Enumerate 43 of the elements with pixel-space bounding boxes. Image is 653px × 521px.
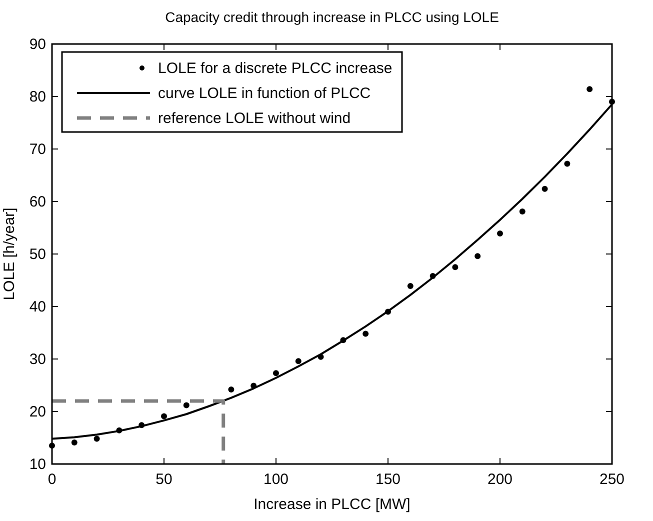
y-tick-label: 30: [29, 351, 46, 368]
point: [250, 382, 257, 389]
y-tick-label: 80: [29, 88, 46, 106]
point: [94, 436, 100, 442]
y-tick-label: 40: [29, 298, 46, 316]
x-tick-label: 100: [263, 471, 289, 488]
point: [564, 160, 570, 167]
point: [430, 273, 436, 280]
y-tick-label: 90: [29, 36, 46, 53]
point: [474, 253, 481, 260]
point: [586, 86, 593, 92]
point: [295, 358, 302, 364]
point: [228, 386, 234, 392]
x-tick-label: 200: [487, 471, 513, 488]
legend-label: reference LOLE without wind: [158, 110, 351, 127]
y-tick-label: 20: [29, 404, 46, 420]
point: [519, 208, 526, 214]
point: [116, 427, 122, 434]
x-tick-label: 0: [48, 471, 56, 488]
x-axis-title: Increase in PLCC [MW]: [254, 496, 410, 513]
point: [161, 413, 167, 420]
point: [340, 337, 346, 344]
point: [138, 422, 145, 428]
point: [542, 186, 548, 192]
y-tick-label: 50: [29, 246, 46, 263]
point: [183, 402, 190, 408]
legend-label: curve LOLE in function of PLCC: [158, 85, 371, 102]
point: [497, 230, 503, 237]
y-axis-title: LOLE [h/year]: [1, 208, 18, 300]
legend-label: LOLE for a discrete PLCC increase: [158, 60, 392, 77]
y-tick-label: 70: [29, 141, 46, 158]
point: [273, 370, 279, 376]
point: [71, 439, 78, 446]
x-tick-label: 50: [156, 471, 172, 488]
y-tick-label: 10: [29, 456, 46, 473]
x-tick-label: 250: [599, 471, 625, 488]
point: [362, 330, 369, 337]
point: [452, 264, 458, 270]
y-tick-label: 60: [29, 194, 46, 210]
x-tick-label: 150: [375, 471, 401, 488]
point: [407, 283, 414, 290]
chart-title: Capacity credit through increase in PLCC using LOLE: [165, 9, 499, 25]
point: [385, 308, 391, 315]
